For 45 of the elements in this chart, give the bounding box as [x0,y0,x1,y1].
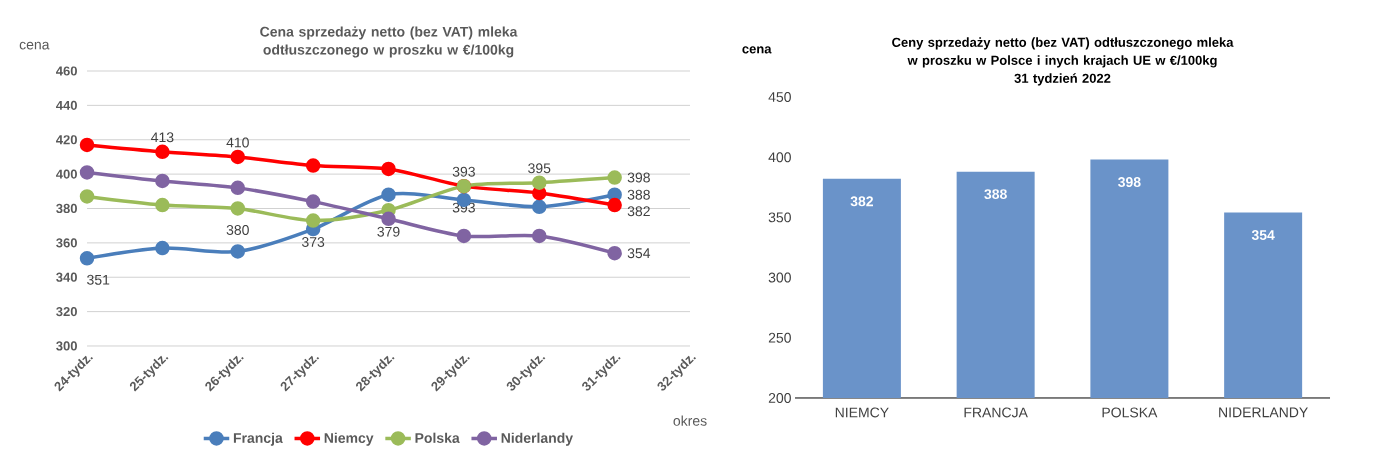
data-label: 380 [226,225,249,235]
y-tick-label: 360 [56,238,77,248]
data-label: 388 [627,189,650,200]
legend-label: Polska [415,432,460,443]
data-label: 382 [850,196,873,207]
y-axis-title: cena [19,41,50,50]
data-label: 398 [1118,177,1141,188]
y-tick-label: 350 [768,212,791,223]
y-tick-label: 400 [56,169,77,179]
data-label: 373 [302,237,325,247]
y-tick-label: 420 [56,135,77,145]
x-tick-label: NIEMCY [835,407,889,418]
y-tick-label: 300 [768,272,791,283]
data-label: 395 [528,163,551,174]
x-tick-label: NIDERLANDY [1219,407,1308,418]
y-tick-label: 320 [56,307,77,317]
data-label: 413 [151,132,174,143]
data-label: 398 [627,172,650,183]
chart-subtitle: 31 tydzień 2022 [1014,73,1111,86]
y-tick-label: 400 [768,152,791,163]
y-tick-label: 340 [56,272,77,282]
data-label: 351 [87,274,110,285]
y-tick-label: 440 [56,100,77,110]
y-tick-label: 460 [56,66,77,76]
data-label: 354 [627,248,651,259]
data-label: 410 [226,137,249,148]
legend-label: Francja [233,432,283,446]
chart-title: Ceny sprzedaży netto (bez VAT) odtłuszczonego mleka w proszku w Polsce i inych krajach UE w €/100kg [892,37,1234,68]
x-axis-title: okres [673,415,707,426]
chart-title: Cena sprzedaży netto (bez VAT) mleka odtłuszczonego w proszku w €/100kg [260,26,518,58]
x-tick-label: POLSKA [1102,407,1158,418]
data-label: 388 [984,189,1007,200]
y-tick-label: 300 [56,341,77,351]
y-tick-label: 250 [768,332,791,343]
y-tick-label: 450 [768,92,791,102]
data-label: 354 [1251,230,1275,241]
y-tick-label: 200 [768,393,791,403]
data-label: 379 [377,226,400,237]
legend-label: Niderlandy [501,432,573,446]
legend-label: Niemcy [324,432,374,446]
y-axis-title: cena [742,46,772,54]
data-label: 382 [627,206,650,217]
data-label: 393 [452,166,475,177]
y-tick-label: 380 [56,203,77,214]
x-tick-label: FRANCJA [964,407,1028,418]
